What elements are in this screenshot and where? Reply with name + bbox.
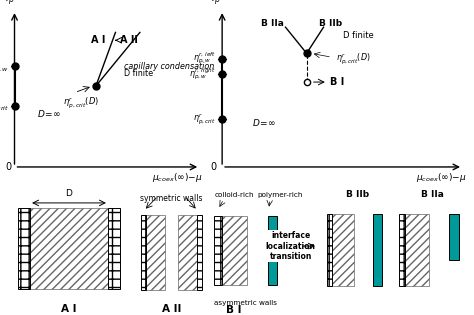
Bar [30,208,108,289]
Text: 0: 0 [5,162,11,172]
Text: $\eta_p^r$: $\eta_p^r$ [207,0,220,8]
Text: $\eta_{p,crit}^r$: $\eta_{p,crit}^r$ [193,111,216,126]
Text: A II: A II [162,304,181,314]
Text: D finite: D finite [124,69,153,78]
Text: $\eta_{p,w}^{r,\,right}$: $\eta_{p,w}^{r,\,right}$ [189,66,216,82]
Bar [327,215,332,286]
Bar [145,215,164,290]
Text: $\eta_{p,w}^{r,\,left}$: $\eta_{p,w}^{r,\,left}$ [193,51,216,66]
Text: $\mu_{coex}(\infty)\!-\!\mu$: $\mu_{coex}(\infty)\!-\!\mu$ [152,171,203,184]
Bar [331,215,355,286]
Text: $\eta_{p,w}^r$: $\eta_{p,w}^r$ [0,59,9,74]
Text: 0: 0 [210,162,217,172]
Bar [268,215,277,285]
Text: B IIb: B IIb [346,190,369,199]
Text: capillary condensation: capillary condensation [124,62,214,72]
Text: A II: A II [120,35,138,45]
Text: symmetric walls: symmetric walls [140,194,202,203]
Text: B I: B I [330,77,344,87]
Text: polymer-rich: polymer-rich [257,192,303,198]
Bar [197,215,202,290]
Text: $D\!=\!\infty$: $D\!=\!\infty$ [252,117,275,129]
Text: B IIa: B IIa [421,190,444,199]
Text: $\eta_{p,crit}^r(D)$: $\eta_{p,crit}^r(D)$ [336,51,371,66]
Bar [399,215,405,286]
Text: B IIa: B IIa [261,19,284,28]
Text: A I: A I [91,35,106,45]
Bar [141,215,146,290]
Text: $\eta_p^r$: $\eta_p^r$ [1,0,15,8]
Text: $\mu_{coex}(\infty)\!-\!\mu$: $\mu_{coex}(\infty)\!-\!\mu$ [416,171,467,184]
Bar [220,215,247,285]
Bar [373,215,382,286]
Text: interface
localization
transition: interface localization transition [266,231,316,261]
Bar [108,208,120,289]
Text: D: D [65,189,73,198]
Text: A I: A I [61,304,77,314]
Text: $\eta_{p,crit}^r(D)$: $\eta_{p,crit}^r(D)$ [64,95,100,110]
Bar [214,215,222,285]
Bar [18,208,30,289]
Bar [403,215,429,286]
Text: $\eta_{p,crit}^r$: $\eta_{p,crit}^r$ [0,98,9,113]
Text: B I: B I [226,305,241,315]
Text: colloid-rich: colloid-rich [214,192,254,198]
Text: D finite: D finite [343,31,374,40]
Text: B IIb: B IIb [319,19,342,28]
Bar [449,215,459,260]
Text: asymmetric walls: asymmetric walls [214,300,277,306]
Bar [178,215,198,290]
Text: $D\!=\!\infty$: $D\!=\!\infty$ [37,108,61,119]
